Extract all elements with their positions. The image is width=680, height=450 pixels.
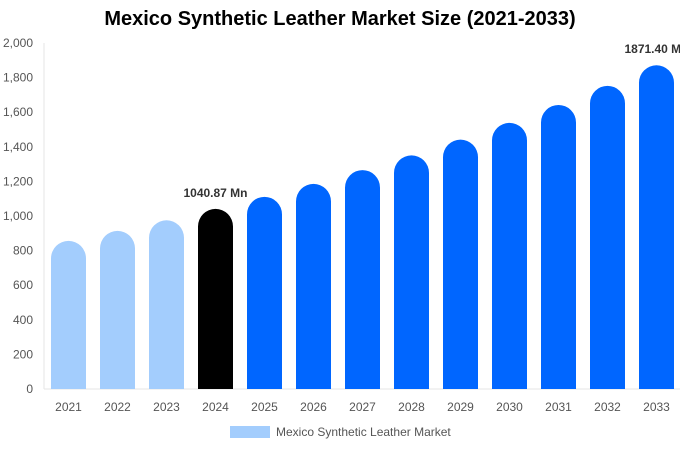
y-tick-label: 200 xyxy=(13,347,33,361)
bar-2025 xyxy=(247,196,282,389)
y-tick-label: 1,200 xyxy=(3,174,33,188)
x-tick-label: 2024 xyxy=(202,400,229,414)
bar-2030 xyxy=(492,122,527,389)
x-tick-label: 2033 xyxy=(643,400,670,414)
bar-2022 xyxy=(100,230,135,389)
bar-2031 xyxy=(541,104,576,390)
bar-2026 xyxy=(296,183,331,389)
x-tick-label: 2031 xyxy=(545,400,572,414)
y-tick-label: 1,600 xyxy=(3,105,33,119)
x-tick-label: 2029 xyxy=(447,400,474,414)
chart-title: Mexico Synthetic Leather Market Size (20… xyxy=(104,8,576,30)
x-tick-label: 2021 xyxy=(55,400,82,414)
x-tick-label: 2026 xyxy=(300,400,327,414)
y-tick-label: 1,800 xyxy=(3,71,33,85)
legend: Mexico Synthetic Leather Market xyxy=(230,425,451,439)
x-tick-label: 2025 xyxy=(251,400,278,414)
data-label: 1040.87 Mn xyxy=(183,186,247,200)
bar-2021 xyxy=(51,240,86,389)
x-tick-label: 2027 xyxy=(349,400,376,414)
bar-2033 xyxy=(639,65,674,389)
y-tick-label: 1,000 xyxy=(3,209,33,223)
legend-label: Mexico Synthetic Leather Market xyxy=(276,425,451,439)
y-tick-label: 600 xyxy=(13,278,33,292)
x-tick-label: 2022 xyxy=(104,400,131,414)
bar-2029 xyxy=(443,139,478,389)
y-tick-label: 800 xyxy=(13,244,33,258)
x-tick-label: 2030 xyxy=(496,400,523,414)
x-tick-label: 2023 xyxy=(153,400,180,414)
bar-2027 xyxy=(345,170,380,389)
y-tick-label: 400 xyxy=(13,313,33,327)
y-tick-label: 2,000 xyxy=(3,36,33,50)
y-tick-label: 0 xyxy=(26,382,33,396)
x-tick-label: 2028 xyxy=(398,400,425,414)
bar-2032 xyxy=(590,85,625,389)
bar-2028 xyxy=(394,155,429,389)
legend-swatch xyxy=(230,426,270,438)
x-tick-label: 2032 xyxy=(594,400,621,414)
y-tick-label: 1,400 xyxy=(3,140,33,154)
bar-2023 xyxy=(149,220,184,389)
data-label: 1871.40 Mn xyxy=(624,42,680,56)
bar-2024 xyxy=(198,208,233,389)
